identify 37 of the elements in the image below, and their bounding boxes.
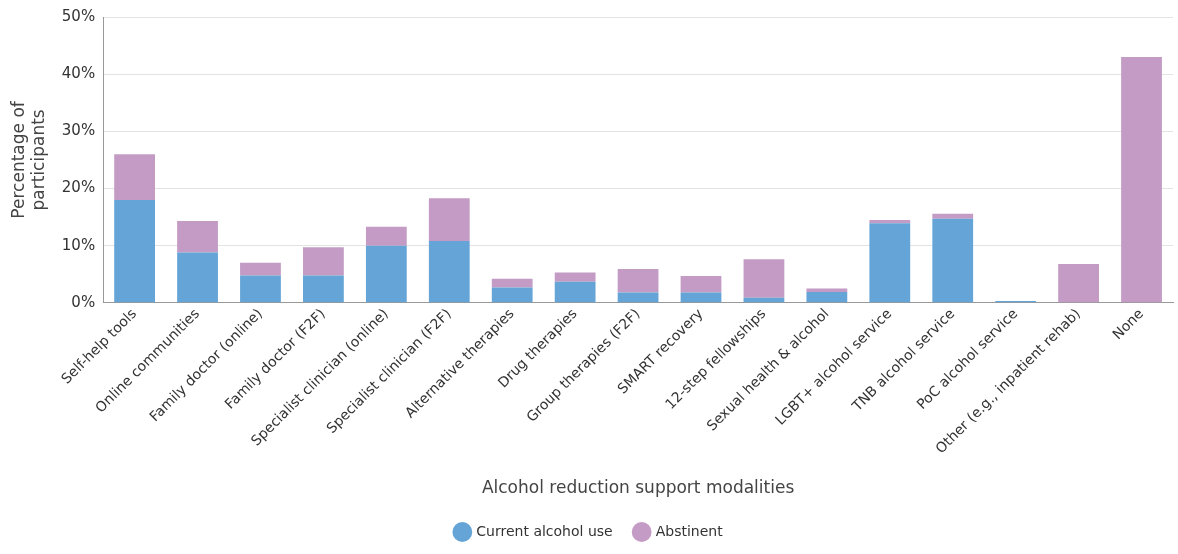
legend-label: Abstinent [655,522,724,539]
bar [617,292,659,303]
bar [554,272,596,282]
y-tick-label: 10% [61,235,96,254]
bar [303,275,344,303]
bar [365,245,407,303]
bar [177,252,218,303]
y-tick-label: 40% [61,64,96,83]
bar [680,292,722,303]
y-tick-label: 30% [61,121,96,140]
bar [617,269,659,293]
bar [806,291,848,303]
bar [114,154,155,200]
bar [554,281,596,303]
bar [177,221,218,253]
bar [1121,57,1162,303]
y-tick-label: 0% [71,292,96,311]
bar [240,275,281,303]
bar [869,223,911,303]
bar [240,262,281,276]
legend-label: Current alcohol use [476,522,613,539]
y-tick-label: 50% [61,6,96,25]
bar [1058,263,1099,303]
bar [680,275,722,293]
bar [303,247,344,276]
bar [932,218,974,303]
bar [428,241,470,303]
bar [114,199,155,303]
bar [428,198,470,242]
bar [491,287,533,303]
y-tick-label: 20% [61,178,96,197]
bar [932,213,974,219]
bar [743,259,785,298]
y-axis-title: Percentage of participants [7,100,49,219]
bar [491,278,533,288]
x-axis-title: Alcohol reduction support modalities [481,477,795,498]
bar [365,226,407,246]
